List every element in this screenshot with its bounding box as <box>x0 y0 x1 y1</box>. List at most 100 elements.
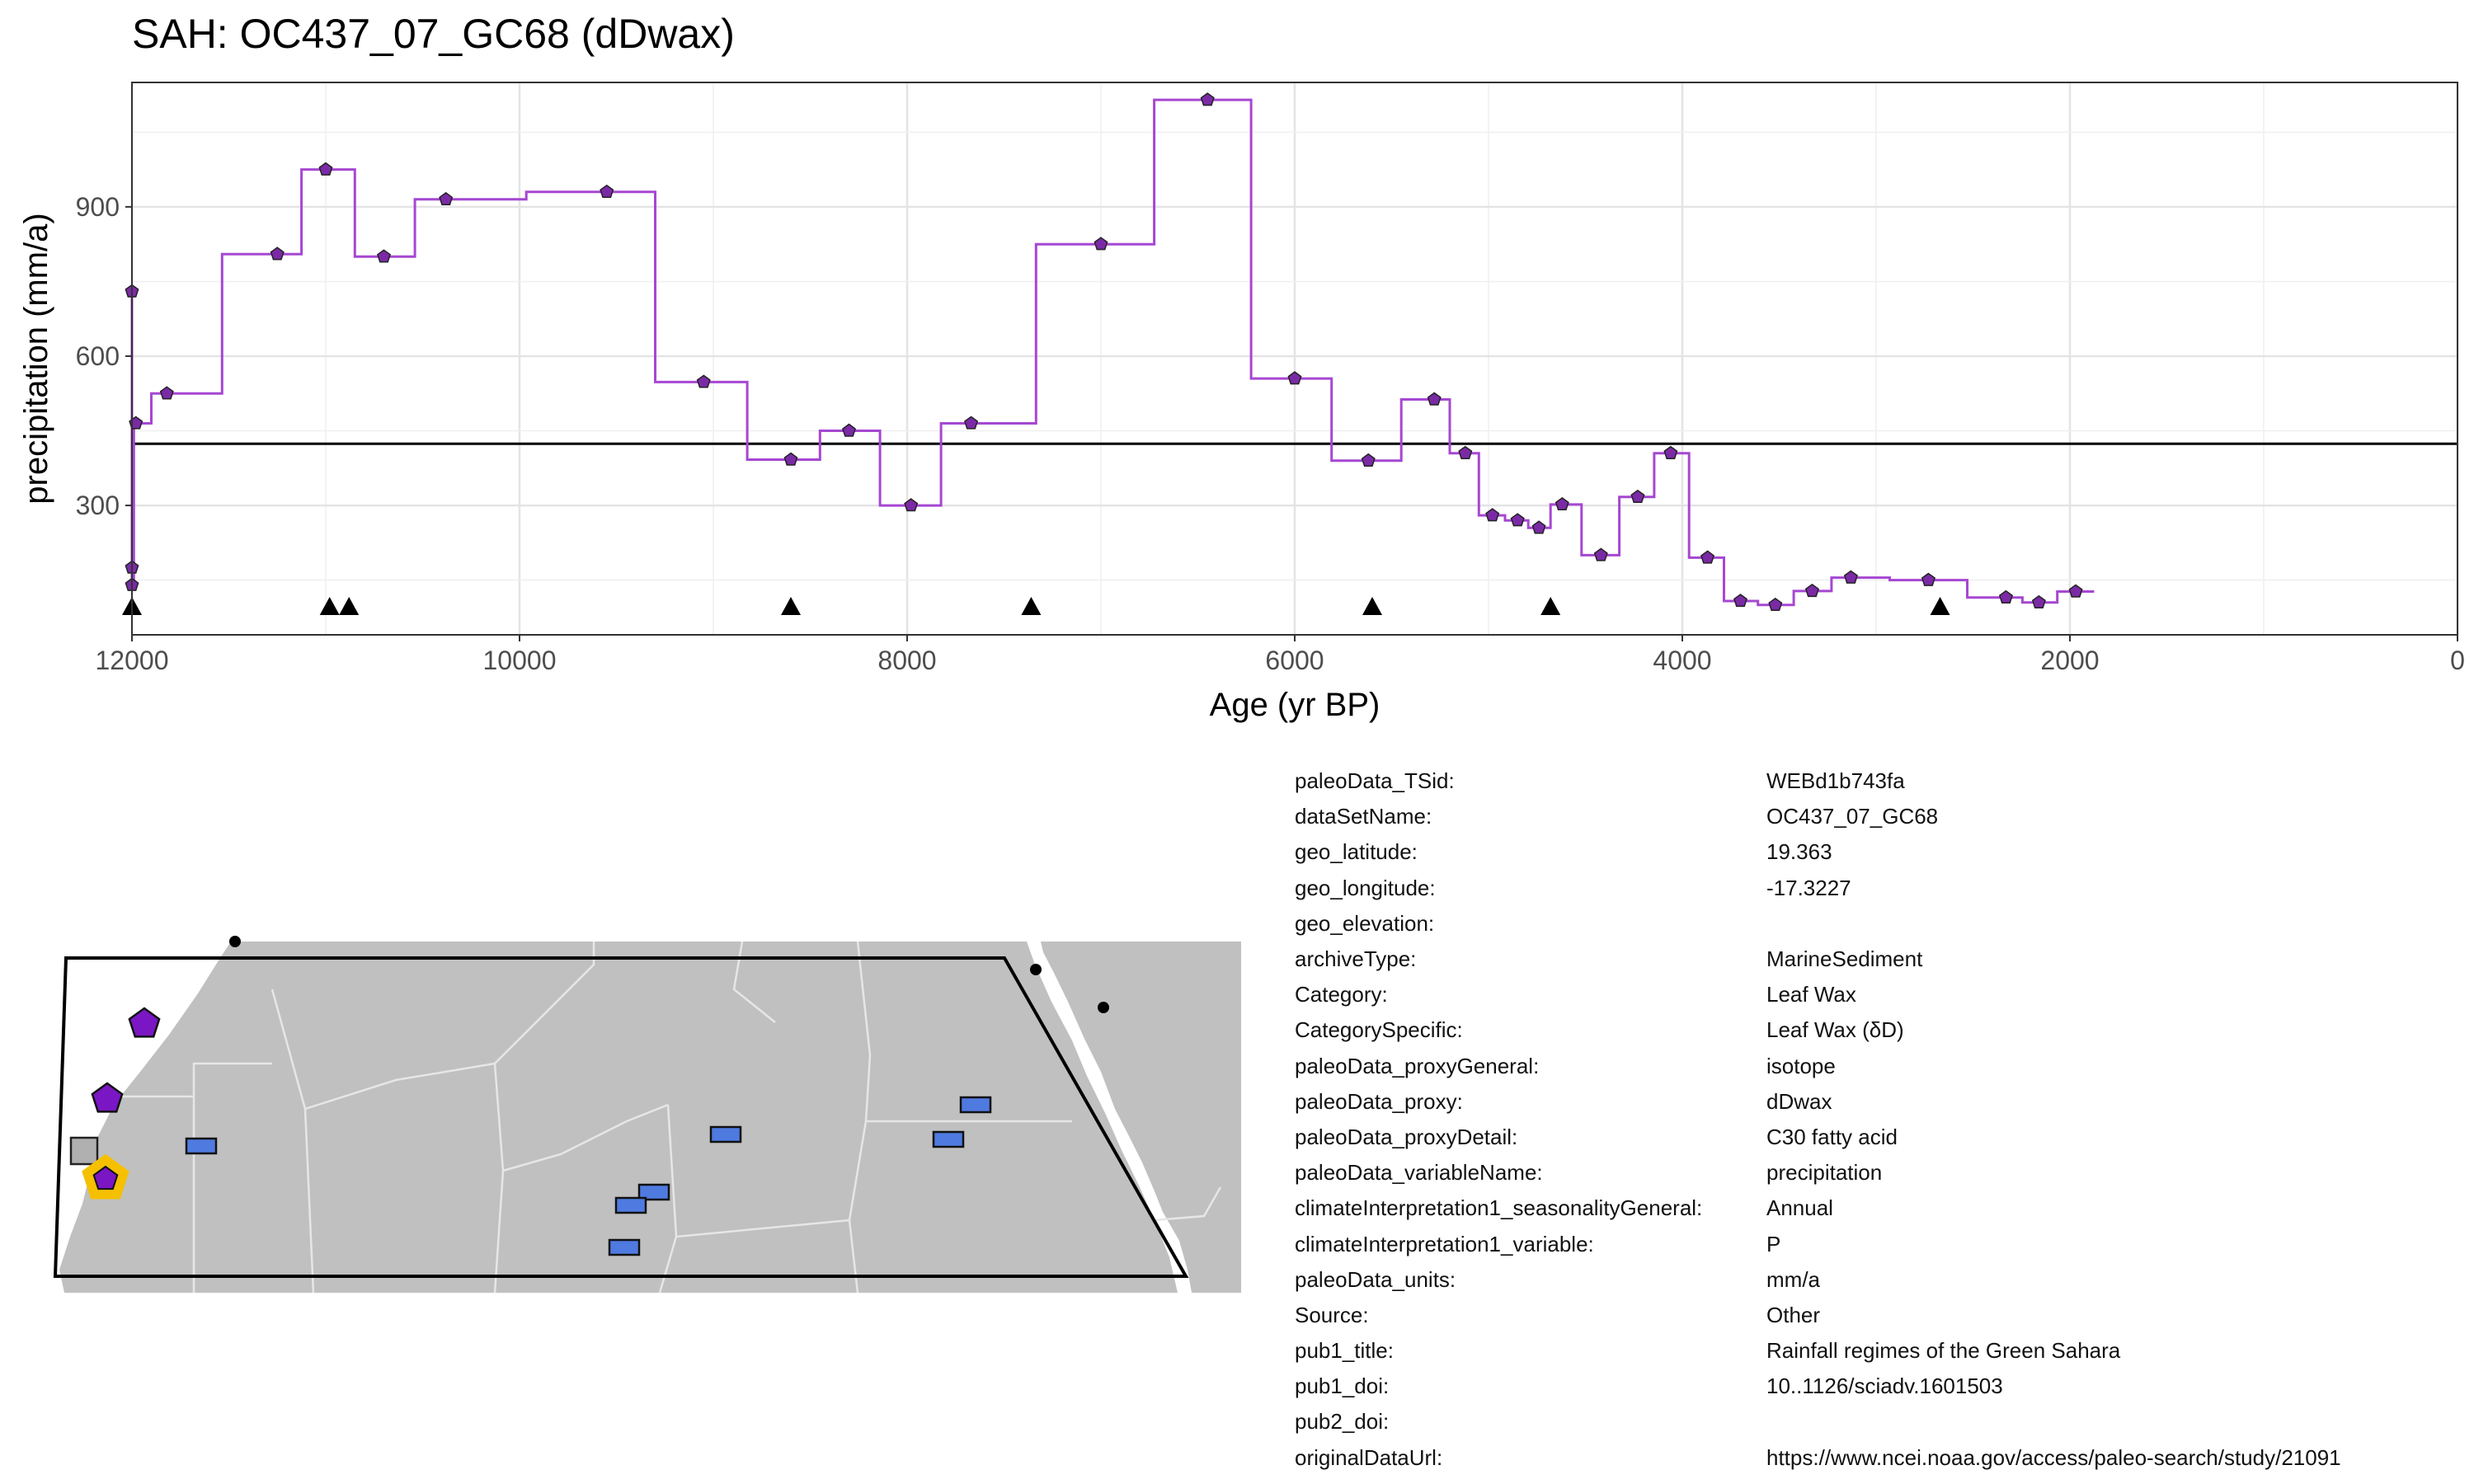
metadata-key: pub1_doi: <box>1295 1374 1390 1399</box>
metadata-key: geo_longitude: <box>1295 875 1436 900</box>
x-tick-label: 10000 <box>483 646 557 675</box>
metadata-row: paleoData_proxyDetail: C30 fatty acid <box>1295 1120 2341 1155</box>
metadata-key: geo_latitude: <box>1295 839 1418 865</box>
x-axis-ticks: 12000 10000 8000 6000 4000 2000 0 <box>96 635 2465 675</box>
metadata-value: -17.3227 <box>1766 875 1851 900</box>
metadata-key: geo_elevation: <box>1295 910 1435 936</box>
metadata-value: Leaf Wax <box>1766 982 1856 1007</box>
data-point <box>159 386 174 400</box>
chart: SAH: OC437_07_GC68 (dDwax) 12000 10000 800… <box>18 11 2465 723</box>
site-marker-pentagon <box>91 1082 124 1113</box>
metadata-value: C30 fatty acid <box>1766 1124 1898 1149</box>
age-marker-triangle <box>1930 597 1950 615</box>
metadata-row: pub2_doi: <box>1295 1404 2341 1439</box>
data-point <box>377 249 391 263</box>
data-point <box>1200 92 1215 106</box>
data-point <box>1361 453 1376 467</box>
data-point <box>1510 513 1525 527</box>
metadata-row: geo_longitude: -17.3227 <box>1295 871 2341 906</box>
data-point <box>1630 489 1645 504</box>
metadata-key: archiveType: <box>1295 946 1417 972</box>
site-marker-rect <box>185 1137 218 1155</box>
metadata-row: climateInterpretation1_variable: P <box>1295 1226 2341 1261</box>
region-outline <box>53 956 1189 1278</box>
country-borders <box>115 942 1222 1293</box>
data-point <box>1458 445 1473 459</box>
site-marker-dot <box>229 936 241 947</box>
metadata-value: precipitation <box>1766 1160 1883 1186</box>
data-point <box>270 247 285 261</box>
data-points <box>125 92 2083 612</box>
metadata-key: dataSetName: <box>1295 804 1432 829</box>
data-point <box>1554 496 1569 511</box>
metadata-row: paleoData_proxyGeneral: isotope <box>1295 1049 2341 1084</box>
metadata-row: geo_latitude: 19.363 <box>1295 834 2341 870</box>
metadata-key: originalDataUrl: <box>1295 1444 1443 1470</box>
metadata-key: pub1_title: <box>1295 1338 1394 1364</box>
site-marker-pentagon <box>128 1007 161 1038</box>
metadata-value <box>1766 906 2341 942</box>
data-point <box>1843 570 1858 584</box>
y-tick-label: 600 <box>76 341 120 371</box>
location-map <box>53 936 1241 1293</box>
data-point <box>842 423 856 437</box>
metadata-value: 10..1126/sciadv.1601503 <box>1766 1374 2003 1399</box>
metadata-row: CategorySpecific: Leaf Wax (δD) <box>1295 1012 2341 1048</box>
data-point <box>1485 508 1500 522</box>
age-marker-triangle <box>781 597 801 615</box>
metadata-value: Annual <box>1766 1195 1833 1221</box>
metadata-value: P <box>1766 1231 1781 1256</box>
x-axis-label: Age (yr BP) <box>1210 687 1380 723</box>
metadata-key: climateInterpretation1_variable: <box>1295 1231 1594 1256</box>
metadata-row: paleoData_proxy: dDwax <box>1295 1084 2341 1120</box>
metadata-value: mm/a <box>1766 1266 1820 1292</box>
metadata-row: Source: Other <box>1295 1298 2341 1333</box>
data-point <box>1804 583 1819 598</box>
data-point <box>783 452 798 466</box>
metadata-value: Rainfall regimes of the Green Sahara <box>1766 1338 2121 1364</box>
metadata-row: pub1_title: Rainfall regimes of the Green… <box>1295 1333 2341 1369</box>
data-point <box>1094 237 1108 251</box>
metadata-row: dataSetName: OC437_07_GC68 <box>1295 799 2341 834</box>
metadata-key: climateInterpretation1_seasonalityGenera… <box>1295 1195 1703 1221</box>
site-marker-dot <box>1098 1002 1109 1013</box>
data-point <box>1663 445 1678 459</box>
site-marker-rect <box>709 1125 742 1144</box>
data-point <box>2068 584 2083 598</box>
data-point <box>1998 589 2013 603</box>
x-tick-label: 4000 <box>1653 646 1711 675</box>
site-marker-rect <box>608 1238 641 1256</box>
metadata-row: climateInterpretation1_seasonalityGenera… <box>1295 1190 2341 1226</box>
grid-lines <box>130 82 2459 635</box>
data-point <box>964 416 979 430</box>
data-point <box>2031 594 2046 608</box>
data-point <box>1287 371 1302 385</box>
metadata-key: pub2_doi: <box>1295 1409 1390 1435</box>
metadata-row: originalDataUrl: https://www.ncei.noaa.go… <box>1295 1440 2341 1476</box>
data-point <box>318 162 333 176</box>
metadata-key: paleoData_proxyDetail: <box>1295 1124 1518 1149</box>
y-tick-label: 900 <box>76 192 120 222</box>
site-marker-square <box>69 1136 99 1166</box>
metadata-row: paleoData_units: mm/a <box>1295 1262 2341 1298</box>
metadata-value: OC437_07_GC68 <box>1766 804 1939 829</box>
site-marker-dot <box>1030 964 1042 975</box>
x-tick-label: 6000 <box>1265 646 1324 675</box>
series-step-line <box>130 98 2095 607</box>
metadata-row: pub1_doi: 10..1126/sciadv.1601503 <box>1295 1369 2341 1404</box>
metadata-value: dDwax <box>1766 1088 1832 1114</box>
data-point <box>1700 550 1715 564</box>
metadata-key: paleoData_proxy: <box>1295 1088 1463 1114</box>
data-point <box>1427 392 1442 406</box>
metadata-key: Category: <box>1295 982 1388 1007</box>
metadata-value: MarineSediment <box>1766 946 1923 972</box>
data-point <box>1921 572 1935 586</box>
land-mass <box>59 942 1241 1293</box>
metadata-value: Other <box>1766 1302 1821 1327</box>
site-marker-rect <box>932 1130 965 1148</box>
x-tick-label: 2000 <box>2040 646 2099 675</box>
data-point <box>1531 520 1546 534</box>
site-marker-rect <box>959 1096 992 1114</box>
age-marker-triangle <box>1540 597 1561 615</box>
metadata-row: paleoData_variableName: precipitation <box>1295 1155 2341 1190</box>
